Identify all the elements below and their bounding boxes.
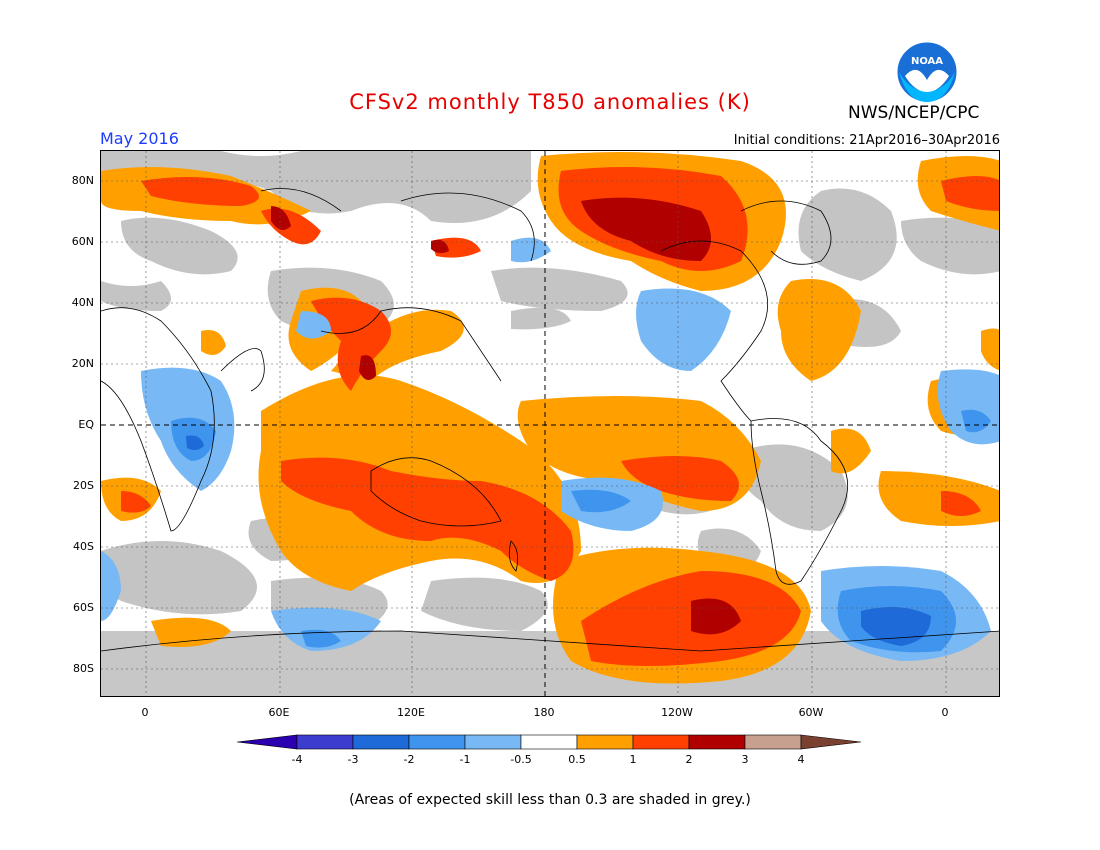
lon-label: 120E: [397, 706, 425, 719]
lat-label: 60S: [73, 601, 94, 614]
lat-label: 40S: [73, 540, 94, 553]
colorbar-label: -4: [291, 753, 303, 766]
colorbar-cell: [352, 734, 410, 750]
noaa-logo-text: NOAA: [911, 56, 943, 67]
darkred-anomaly-areas: [271, 197, 741, 635]
noaa-logo: NOAA: [896, 41, 958, 103]
colorbar: [237, 734, 862, 750]
forecast-month: May 2016: [100, 129, 179, 148]
colorbar-label: -3: [347, 753, 359, 766]
colorbar-label: -2: [403, 753, 415, 766]
lon-label: 0: [941, 706, 949, 719]
colorbar-arrow-low: [237, 734, 298, 750]
colorbar-cell: [464, 734, 522, 750]
colorbar-label: 4: [797, 753, 805, 766]
lon-label: 0: [141, 706, 149, 719]
lon-label: 120W: [661, 706, 693, 719]
colorbar-cell: [576, 734, 634, 750]
colorbar-label: -1: [459, 753, 471, 766]
lat-label: EQ: [78, 418, 94, 431]
chart-title: CFSv2 monthly T850 anomalies (K): [349, 90, 751, 114]
lon-label: 60E: [268, 706, 290, 719]
lat-label: 60N: [71, 235, 94, 248]
colorbar-label: 1: [629, 753, 637, 766]
lon-label: 180: [533, 706, 555, 719]
colorbar-cell: [688, 734, 746, 750]
lat-label: 80N: [71, 174, 94, 187]
colorbar-label: 0.5: [568, 753, 586, 766]
colorbar-cell: [744, 734, 802, 750]
lat-label: 80S: [73, 662, 94, 675]
lon-label: 60W: [798, 706, 824, 719]
midblue-anomaly-areas: [186, 435, 931, 646]
colorbar-cell: [520, 734, 578, 750]
footnote: (Areas of expected skill less than 0.3 a…: [349, 792, 751, 808]
initial-conditions: Initial conditions: 21Apr2016–30Apr2016: [733, 133, 1000, 148]
lat-label: 20N: [71, 357, 94, 370]
lat-label: 40N: [71, 296, 94, 309]
colorbar-label: 3: [741, 753, 749, 766]
colorbar-cell: [632, 734, 690, 750]
anomaly-map-svg: [101, 151, 999, 696]
colorbar-arrow-high: [800, 734, 862, 750]
graticule: [101, 151, 999, 696]
colorbar-label: -0.5: [510, 753, 532, 766]
colorbar-cell: [296, 734, 354, 750]
equator-dateline: [101, 151, 999, 696]
colorbar-label: 2: [685, 753, 693, 766]
colorbar-cell: [408, 734, 466, 750]
anomaly-map: [100, 150, 1000, 697]
coastlines: [101, 188, 999, 652]
agency-label: NWS/NCEP/CPC: [848, 103, 980, 123]
lat-label: 20S: [73, 479, 94, 492]
